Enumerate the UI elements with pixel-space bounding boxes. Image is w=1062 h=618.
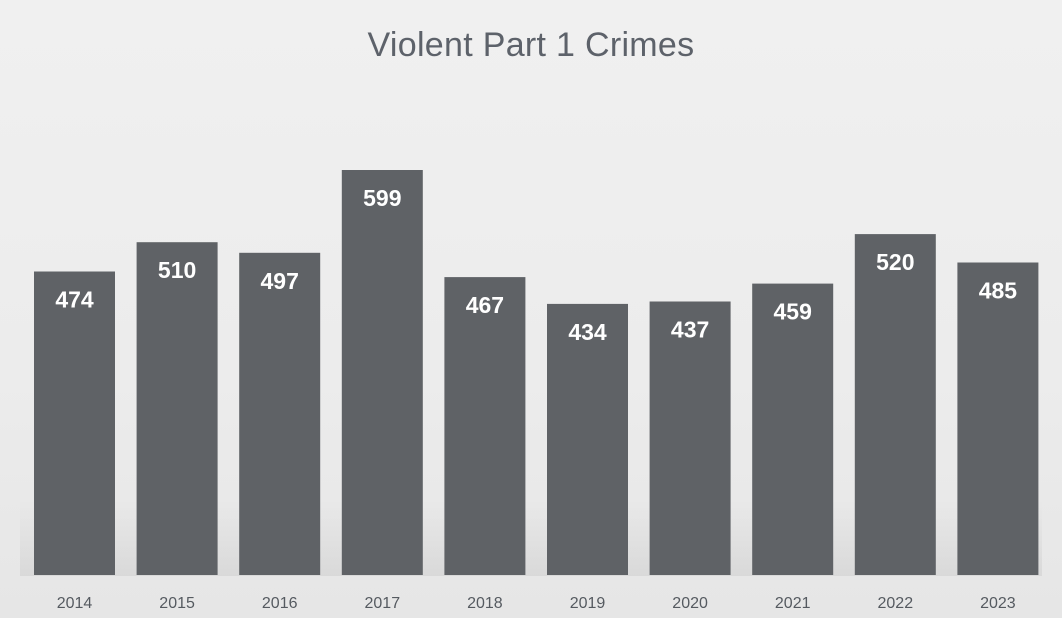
bar-2019 (547, 303, 628, 575)
bar-2016 (239, 252, 321, 576)
x-tick-2019: 2019 (570, 595, 606, 612)
x-tick-2016: 2016 (262, 595, 298, 612)
x-axis-ticks: 2014 2015 2016 2017 2018 2019 2020 2021 2022 2023 (57, 595, 1016, 612)
data-label-2017: 599 (363, 185, 401, 211)
bar-2017 (341, 170, 423, 575)
bar-group: 474 510 497 599 467 434 437 459 520 485 (34, 170, 1039, 576)
x-tick-2017: 2017 (365, 595, 401, 612)
x-tick-2021: 2021 (775, 595, 811, 612)
data-label-2018: 467 (466, 292, 504, 318)
data-label-2019: 434 (568, 319, 607, 345)
data-label-2015: 510 (158, 257, 196, 283)
data-label-2023: 485 (979, 278, 1018, 304)
bar-2015 (136, 242, 218, 575)
bar-2018 (444, 277, 526, 575)
data-label-2016: 497 (261, 268, 299, 294)
bar-2020 (649, 301, 731, 575)
chart-title: Violent Part 1 Crimes (367, 26, 695, 64)
bar-2023 (957, 262, 1039, 575)
x-tick-2015: 2015 (159, 595, 195, 612)
data-label-2021: 459 (774, 299, 812, 325)
data-label-2014: 474 (55, 287, 94, 313)
x-tick-2020: 2020 (672, 595, 708, 612)
x-tick-2018: 2018 (467, 595, 503, 612)
x-tick-2014: 2014 (57, 595, 93, 612)
data-label-2020: 437 (671, 317, 709, 343)
bar-2021 (752, 283, 834, 575)
x-tick-2022: 2022 (878, 595, 914, 612)
bar-2014 (34, 271, 115, 575)
data-label-2022: 520 (876, 249, 914, 275)
bar-2022 (854, 234, 936, 575)
x-tick-2023: 2023 (980, 595, 1016, 612)
